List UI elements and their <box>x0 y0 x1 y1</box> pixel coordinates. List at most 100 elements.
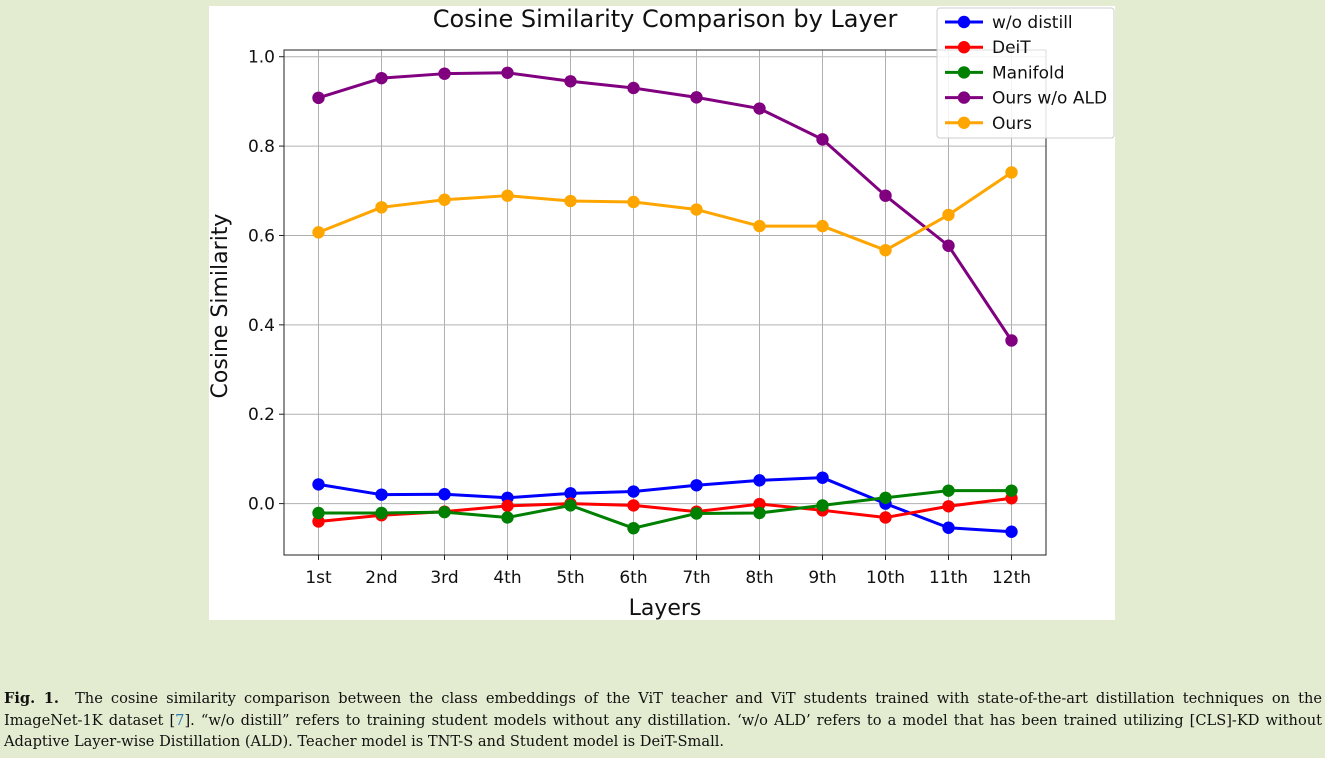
series-line-deit <box>318 496 1012 523</box>
grid <box>284 50 1046 555</box>
x-tick-label: 1st <box>305 568 332 588</box>
data-point-ours-w-o-ald <box>438 67 451 80</box>
data-point-ours-w-o-ald <box>312 91 325 105</box>
data-point-ours-w-o-ald <box>942 239 955 252</box>
data-point-ours <box>312 226 325 239</box>
data-point-ours-w-o-ald <box>1005 334 1018 347</box>
x-tick-label: 9th <box>808 568 836 588</box>
legend-entry-ours-w-o-ald: Ours w/o ALD <box>945 89 1107 109</box>
data-point-deit <box>627 499 640 512</box>
x-tick-label: 2nd <box>365 568 397 588</box>
y-tick-label: 0.6 <box>248 226 275 246</box>
data-point-w-o-distill <box>753 474 766 487</box>
legend-label: DeiT <box>992 38 1031 58</box>
legend-entry-ours: Ours <box>945 114 1032 134</box>
x-tick-label: 6th <box>619 568 647 588</box>
legend-swatch-marker <box>957 91 971 104</box>
data-point-manifold <box>942 484 955 497</box>
x-tick-label: 7th <box>682 568 710 588</box>
legend-swatch-marker <box>957 116 971 129</box>
data-point-ours <box>753 219 766 233</box>
series-line-ours <box>317 171 1013 252</box>
data-point-ours <box>627 195 640 209</box>
data-point-w-o-distill <box>375 488 388 501</box>
data-point-manifold <box>501 511 514 524</box>
data-point-ours-w-o-ald <box>627 81 640 95</box>
caption-label: Fig. 1. <box>4 690 59 707</box>
series-ours-w-o-ald <box>312 66 1018 347</box>
x-tick-label: 11th <box>929 568 968 588</box>
x-tick-label: 12th <box>992 568 1031 588</box>
data-point-deit <box>501 499 514 513</box>
data-point-w-o-distill <box>627 485 640 498</box>
figure-caption: Fig. 1. The cosine similarity comparison… <box>4 688 1322 753</box>
legend-swatch-marker <box>957 15 971 29</box>
x-axis-label: Layers <box>629 596 702 620</box>
data-point-manifold <box>816 499 829 512</box>
chart-title: Cosine Similarity Comparison by Layer <box>433 6 898 33</box>
data-point-deit <box>879 511 892 524</box>
x-tick-label: 8th <box>745 568 773 588</box>
data-point-w-o-distill <box>438 488 451 501</box>
series-line-manifold <box>318 489 1012 530</box>
series-line-ours-w-o-ald <box>318 71 1013 342</box>
line-chart: 0.0 0.2 0.4 0.6 0.8 1.0 1st 2nd 3rd 4th 5th 6th 7th… <box>209 6 1115 620</box>
legend-entry-manifold: Manifold <box>945 63 1064 83</box>
series-line-w-o-distill <box>318 476 1012 534</box>
data-point-ours <box>690 203 703 216</box>
data-point-w-o-distill <box>942 521 955 534</box>
data-point-manifold <box>690 507 703 520</box>
data-point-ours <box>564 194 577 208</box>
data-point-ours-w-o-ald <box>690 91 703 104</box>
data-point-w-o-distill <box>816 471 829 484</box>
y-tick-label: 0.0 <box>248 495 275 515</box>
data-point-manifold <box>753 506 766 520</box>
data-point-ours-w-o-ald <box>879 189 892 202</box>
y-tick-label: 0.8 <box>248 137 275 157</box>
series-ours <box>312 166 1018 257</box>
data-point-deit <box>942 500 955 513</box>
legend: w/o distill DeiT Manifold Ours w/o ALD Ours <box>936 7 1115 139</box>
series-manifold <box>312 484 1018 535</box>
caption-reference-link[interactable]: 7 <box>175 711 185 729</box>
y-tick-label: 0.2 <box>248 405 275 425</box>
y-axis: 0.0 0.2 0.4 0.6 0.8 1.0 <box>248 48 284 515</box>
x-tick-label: 5th <box>556 568 584 588</box>
data-point-manifold <box>879 491 892 504</box>
data-point-ours <box>1005 166 1018 179</box>
data-point-w-o-distill <box>690 479 703 492</box>
data-point-manifold <box>375 506 388 520</box>
data-point-w-o-distill <box>1005 525 1018 538</box>
data-point-ours <box>942 208 955 222</box>
figure-panel: 0.0 0.2 0.4 0.6 0.8 1.0 1st 2nd 3rd 4th 5th 6th 7th… <box>209 6 1115 620</box>
data-point-ours-w-o-ald <box>501 66 514 79</box>
data-point-ours-w-o-ald <box>753 102 766 115</box>
x-tick-label: 10th <box>866 568 905 588</box>
data-point-manifold <box>438 505 451 519</box>
legend-swatch-marker <box>957 66 971 79</box>
data-point-ours <box>879 244 892 257</box>
data-point-manifold <box>627 521 640 535</box>
data-point-manifold <box>312 506 325 520</box>
data-point-ours-w-o-ald <box>564 75 577 88</box>
legend-entry-deit: DeiT <box>945 38 1031 58</box>
series-w-o-distill <box>312 471 1018 538</box>
plot-frame <box>283 49 1047 556</box>
data-point-w-o-distill <box>564 487 577 500</box>
data-point-ours-w-o-ald <box>816 133 829 146</box>
x-axis: 1st 2nd 3rd 4th 5th 6th 7th 8th 9th 10th 11th 12th <box>305 555 1031 588</box>
legend-label: w/o distill <box>992 13 1073 33</box>
legend-label: Ours <box>992 114 1032 134</box>
legend-entry-w-o-distill: w/o distill <box>945 13 1073 33</box>
x-tick-label: 4th <box>493 568 521 588</box>
data-point-ours <box>438 193 451 206</box>
y-tick-label: 1.0 <box>248 48 275 68</box>
legend-box <box>936 7 1115 139</box>
data-point-ours-w-o-ald <box>375 71 388 85</box>
data-point-deit <box>312 515 325 528</box>
data-point-w-o-distill <box>312 478 325 491</box>
data-point-ours <box>375 201 388 214</box>
data-point-manifold <box>1005 484 1018 497</box>
legend-label: Ours w/o ALD <box>992 89 1107 109</box>
data-point-ours <box>501 189 514 202</box>
